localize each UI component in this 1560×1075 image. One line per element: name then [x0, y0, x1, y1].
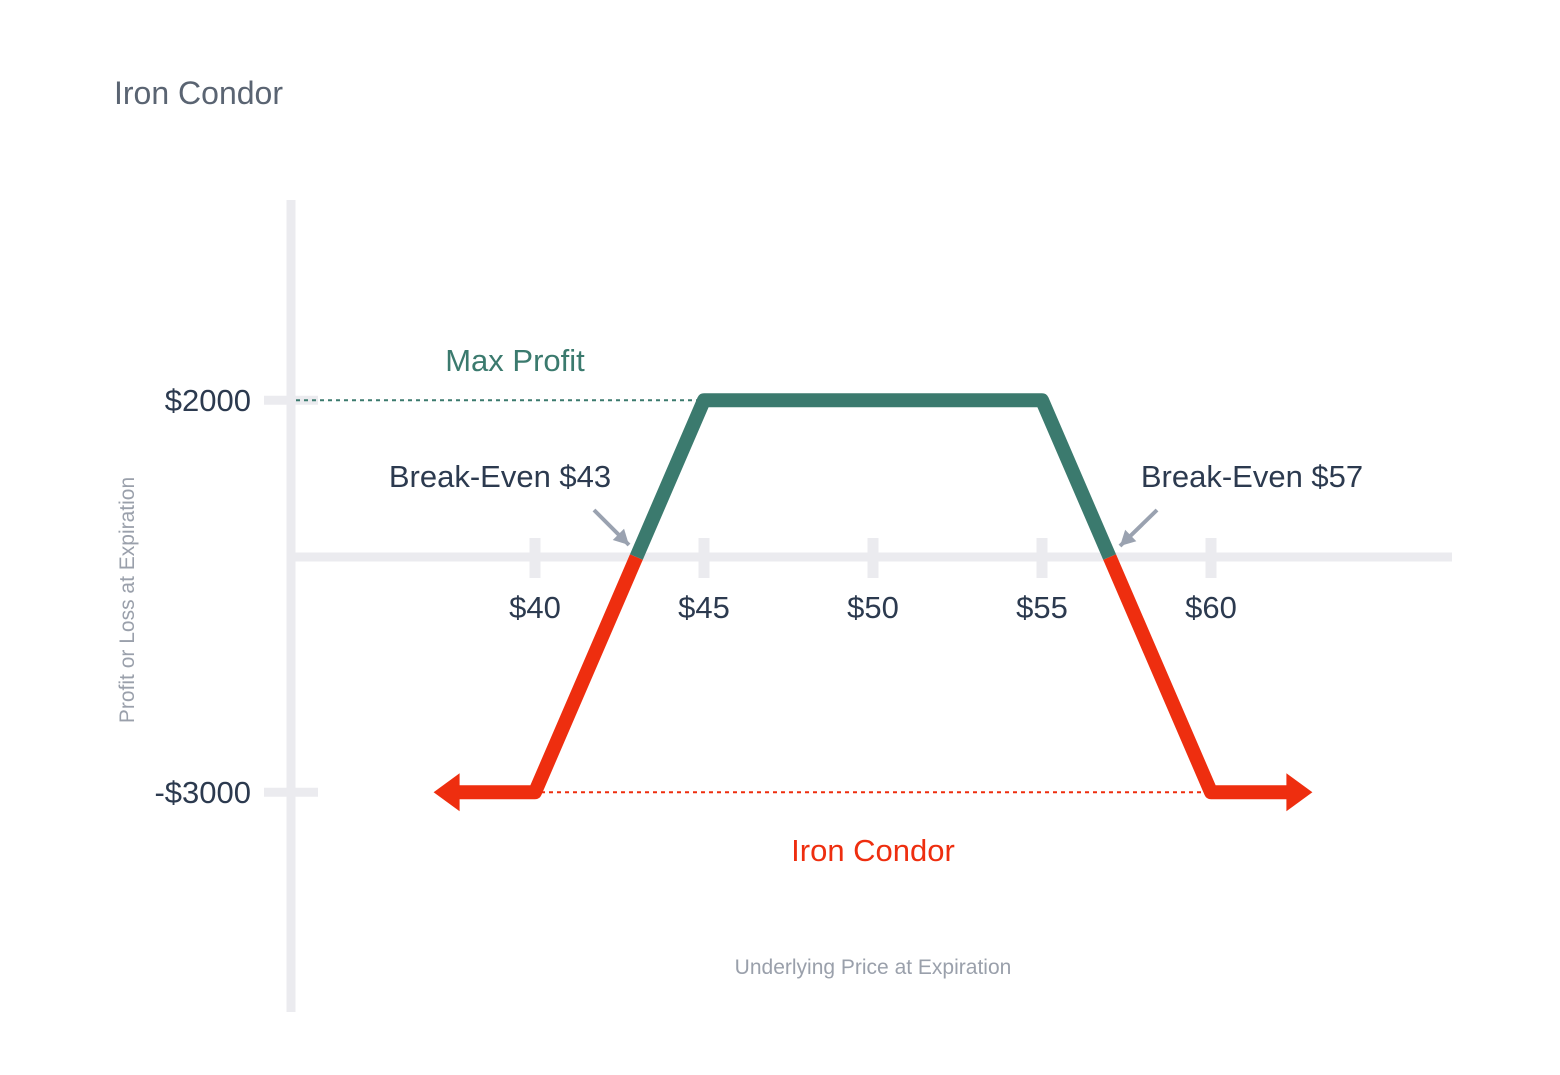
profit-segment [629, 393, 1117, 560]
x-tick-label-40: $40 [509, 590, 561, 625]
x-tick-label-60: $60 [1185, 590, 1237, 625]
loss-segment-right [1103, 554, 1291, 800]
x-tick-label-45: $45 [678, 590, 730, 625]
break-even-low-label: Break-Even $43 [389, 459, 611, 494]
chart-title: Iron Condor [114, 75, 283, 111]
loss-segment-left [455, 554, 643, 800]
left-arrowhead [433, 773, 460, 812]
break-even-high-pointer-head [1120, 529, 1137, 546]
max-profit-label: Max Profit [445, 343, 585, 378]
y-tick-label-neg: -$3000 [154, 775, 251, 810]
x-tick-label-55: $55 [1016, 590, 1068, 625]
right-arrowhead [1286, 773, 1313, 812]
x-axis-label: Underlying Price at Expiration [735, 956, 1012, 979]
y-tick-label-pos: $2000 [165, 383, 251, 418]
break-even-high-label: Break-Even $57 [1141, 459, 1363, 494]
x-tick-label-50: $50 [847, 590, 899, 625]
break-even-low-pointer-head [612, 528, 629, 545]
y-axis-label: Profit or Loss at Expiration [116, 477, 139, 723]
series-label-iron-condor: Iron Condor [791, 833, 955, 868]
